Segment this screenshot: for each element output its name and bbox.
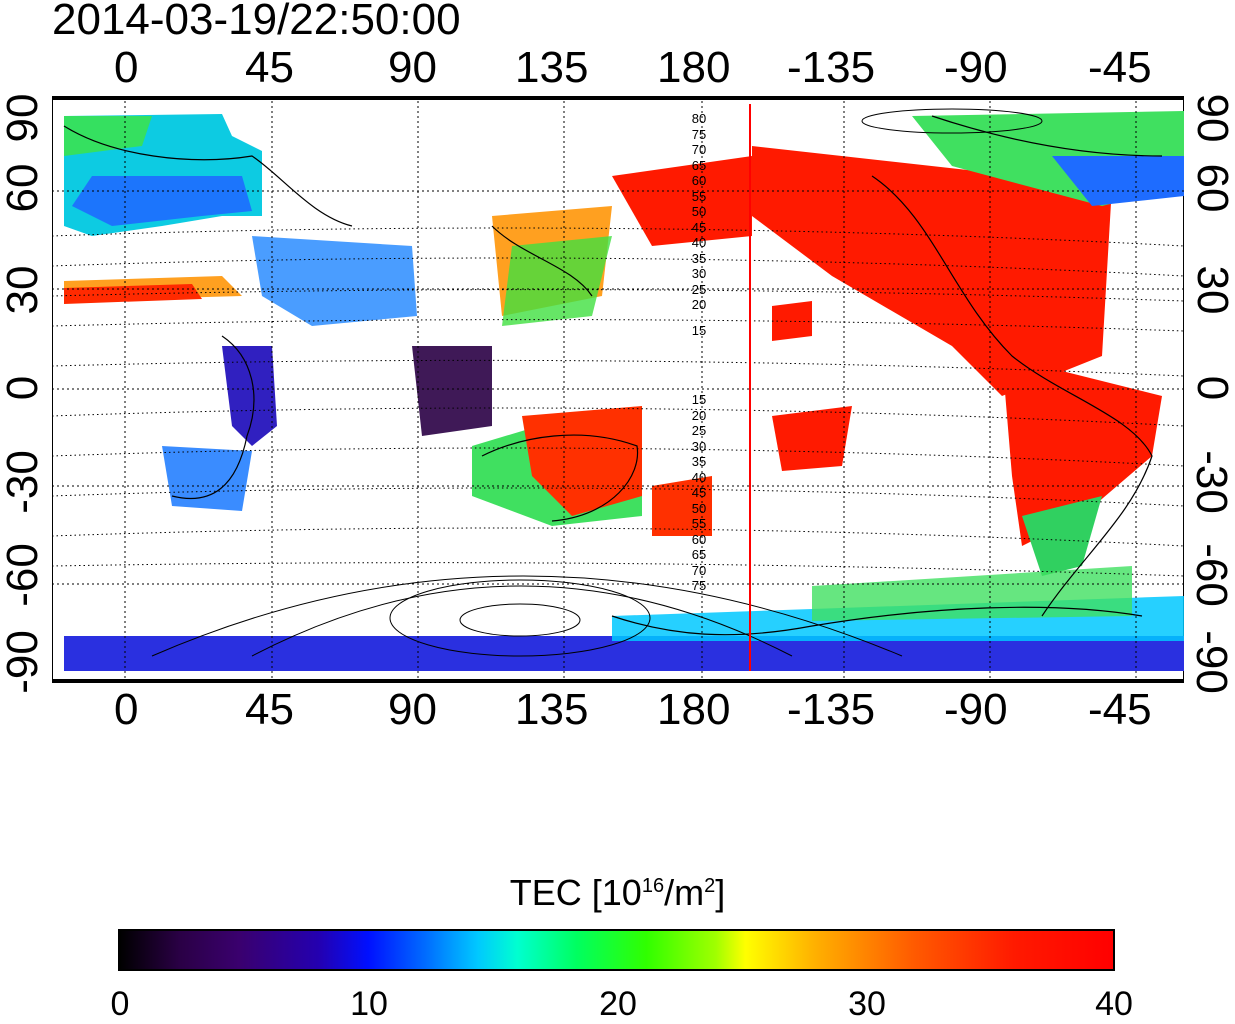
- colorbar-tick-label: 20: [599, 985, 637, 1023]
- tec-region-europe-blue: [72, 176, 252, 226]
- tec-region-north-america: [752, 146, 1112, 396]
- left-lat-tick: 60: [0, 163, 47, 213]
- south-pole-contours: [151, 575, 903, 657]
- tec-world-map: [52, 96, 1184, 683]
- left-lat-tick: 0: [0, 375, 47, 401]
- tec-region-canada-blue: [1052, 156, 1184, 206]
- left-lat-tick: -90: [0, 630, 47, 694]
- tec-region-europe-green: [64, 116, 152, 156]
- top-lon-tick: 180: [657, 43, 731, 92]
- colorbar-tick-label: 0: [110, 985, 130, 1023]
- magnetic-contours: [52, 227, 1184, 577]
- bottom-lon-tick: 180: [657, 685, 731, 734]
- right-lat-tick: -90: [1187, 630, 1235, 694]
- tec-region-south-america-south: [1022, 496, 1102, 576]
- graticule: [52, 96, 1184, 683]
- top-lon-tick: 45: [245, 43, 294, 92]
- right-lat-tick: 30: [1188, 265, 1235, 315]
- left-lat-tick: 30: [0, 265, 47, 315]
- timestamp-title: 2014-03-19/22:50:00: [52, 0, 461, 44]
- bottom-lon-tick: 90: [388, 685, 437, 734]
- top-lon-tick: 135: [515, 43, 589, 92]
- tec-region-new-zealand: [652, 476, 712, 536]
- left-lat-tick: 90: [0, 93, 47, 143]
- right-lat-tick: 60: [1188, 163, 1235, 213]
- left-lat-tick: -30: [0, 450, 47, 514]
- tec-colorbar: [118, 929, 1115, 971]
- bottom-lon-tick: -45: [1088, 685, 1152, 734]
- tec-region-southeast-asia: [412, 346, 492, 436]
- top-lon-tick: 90: [388, 43, 437, 92]
- colorbar-title: TEC [1016/m2]: [509, 872, 726, 913]
- bottom-lon-tick: -135: [787, 685, 876, 734]
- right-lat-tick: 90: [1188, 93, 1235, 143]
- bottom-lon-tick: 135: [515, 685, 589, 734]
- contour-labels-south: 15 20 25 30 35 40 45 50 55 60 65 70 75: [691, 392, 707, 593]
- colorbar-tick-label: 10: [350, 985, 388, 1023]
- tec-region-pacific-south: [772, 406, 852, 471]
- tec-region-antarctica: [64, 636, 1184, 671]
- tec-region-africa: [222, 346, 277, 446]
- tec-region-southern-africa: [162, 446, 252, 511]
- bottom-lon-tick: 45: [245, 685, 294, 734]
- tec-region-tahiti: [772, 301, 812, 341]
- left-lat-tick: -60: [0, 543, 47, 607]
- tec-region-south-america: [1002, 356, 1162, 546]
- top-lon-tick: -135: [787, 43, 876, 92]
- contour-labels-north: 80 75 70 65 60 55 50 45 40 35 30 25 20 15: [691, 111, 707, 338]
- bottom-lon-tick: -90: [944, 685, 1008, 734]
- north-pole-contour: [861, 108, 1043, 134]
- tec-region-north-pacific: [612, 156, 752, 246]
- colorbar-tick-label: 30: [848, 985, 886, 1023]
- tec-region-asia: [252, 236, 417, 326]
- coastlines: [63, 115, 1163, 636]
- right-lat-tick: -60: [1187, 543, 1235, 607]
- top-lon-tick: -45: [1088, 43, 1152, 92]
- colorbar-tick-label: 40: [1095, 985, 1133, 1023]
- top-lon-tick: -90: [944, 43, 1008, 92]
- right-lat-tick: -30: [1187, 450, 1235, 514]
- top-lon-tick: 0: [114, 43, 139, 92]
- right-lat-tick: 0: [1188, 375, 1235, 401]
- bottom-lon-tick: 0: [114, 685, 139, 734]
